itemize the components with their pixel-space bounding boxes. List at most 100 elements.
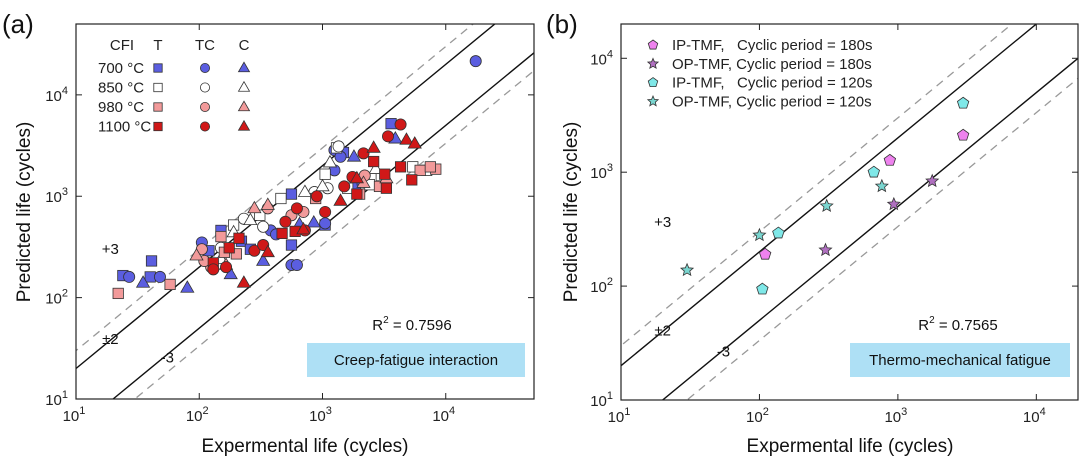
r2-suffix: = 0.7596 [389, 317, 452, 334]
data-point [220, 261, 233, 274]
data-point [276, 227, 288, 239]
data-point [189, 247, 204, 261]
y-tick-label: 102 [590, 276, 613, 296]
data-point [145, 255, 158, 267]
y-tick-exp: 1 [62, 389, 68, 401]
panel-a-plot-frame [75, 23, 535, 400]
data-point [469, 55, 482, 68]
data-point [260, 197, 275, 210]
data-point [153, 270, 166, 283]
legend-marker [153, 63, 163, 73]
legend-column-header: C [239, 37, 250, 54]
legend-marker [199, 102, 210, 113]
legend-entry-label: IP-TMF, Cyclic period = 180s [672, 37, 872, 54]
x-tick-base: 10 [63, 408, 80, 425]
data-point [315, 178, 330, 192]
data-point [243, 212, 258, 226]
x-tick-exp: 1 [624, 406, 630, 418]
panel-b-points [679, 96, 970, 295]
data-point [956, 128, 970, 141]
data-point [285, 188, 298, 200]
band-label: +3 [654, 214, 671, 231]
data-point [215, 230, 227, 243]
data-point [319, 168, 331, 180]
panel-b-x-axis-title: Expermental life (cycles) [747, 436, 954, 457]
data-point [322, 154, 338, 168]
legend-marker [237, 119, 251, 131]
data-point [886, 196, 901, 211]
data-point [867, 165, 880, 178]
y-tick-exp: 4 [62, 85, 68, 97]
data-point [379, 168, 391, 180]
data-point [956, 96, 970, 109]
x-tick-base: 10 [608, 409, 625, 426]
x-tick-label: 103 [884, 406, 907, 426]
data-point [257, 239, 270, 252]
r-squared-label: R2 = 0.7596 [372, 315, 451, 334]
data-point [297, 184, 313, 197]
data-point [123, 270, 136, 283]
x-tick-exp: 2 [203, 405, 209, 417]
y-tick-label: 101 [590, 390, 613, 410]
data-point [346, 149, 362, 162]
data-point [380, 182, 393, 194]
data-point [406, 174, 418, 186]
legend-marker [199, 82, 210, 93]
x-tick-exp: 4 [1040, 406, 1046, 418]
x-tick-exp: 4 [449, 405, 455, 417]
y-tick-base: 10 [45, 88, 62, 105]
category-tag-box [307, 343, 525, 377]
y-tick-label: 103 [45, 186, 68, 206]
data-point [207, 263, 220, 276]
y-tick-label: 102 [45, 288, 68, 308]
band-label: +3 [102, 241, 119, 258]
data-point [382, 130, 395, 143]
x-tick-exp: 1 [79, 405, 85, 417]
y-tick-exp: 2 [62, 288, 68, 300]
data-point [407, 136, 422, 149]
data-point [319, 205, 332, 218]
r2-sup: 2 [383, 315, 389, 326]
legend-marker [646, 94, 660, 107]
data-point [290, 202, 303, 215]
legend-marker [199, 63, 210, 74]
legend-marker [237, 100, 251, 112]
data-point [394, 118, 407, 131]
data-point [144, 271, 156, 283]
legend-entry-label: OP-TMF, Cyclic period = 120s [672, 93, 872, 110]
data-point [368, 161, 383, 174]
legend-row-label: 850 °C [98, 80, 144, 97]
legend-marker [237, 61, 251, 73]
category-tag-label: Creep-fatigue interaction [334, 352, 498, 369]
x-tick-label: 103 [309, 405, 332, 425]
legend-marker [237, 80, 251, 92]
data-point [332, 140, 345, 153]
data-point [306, 214, 321, 228]
data-point [319, 217, 332, 230]
legend-entry-label: OP-TMF, Cyclic period = 180s [672, 56, 872, 73]
y-tick-base: 10 [590, 165, 607, 182]
data-point [135, 275, 151, 288]
x-tick-base: 10 [746, 409, 763, 426]
x-tick-base: 10 [1023, 409, 1040, 426]
data-point [296, 221, 311, 235]
data-point [180, 280, 195, 293]
data-point [254, 209, 266, 221]
legend-column-header: T [153, 37, 162, 54]
legend-marker [199, 121, 210, 132]
x-tick-label: 101 [63, 405, 86, 425]
data-point [357, 147, 370, 160]
band-label: -3 [161, 349, 174, 366]
legend-row-label: 700 °C [98, 60, 144, 77]
data-point [752, 227, 767, 242]
legend-title: CFI [110, 37, 134, 54]
band-label: ±2 [654, 322, 671, 339]
y-tick-label: 104 [45, 85, 68, 105]
data-point [256, 253, 271, 266]
data-point [366, 140, 381, 153]
data-point [257, 220, 270, 233]
band-line-solid-2 [661, 57, 1078, 400]
x-tick-base: 10 [309, 408, 326, 425]
x-tick-label: 102 [186, 405, 209, 425]
